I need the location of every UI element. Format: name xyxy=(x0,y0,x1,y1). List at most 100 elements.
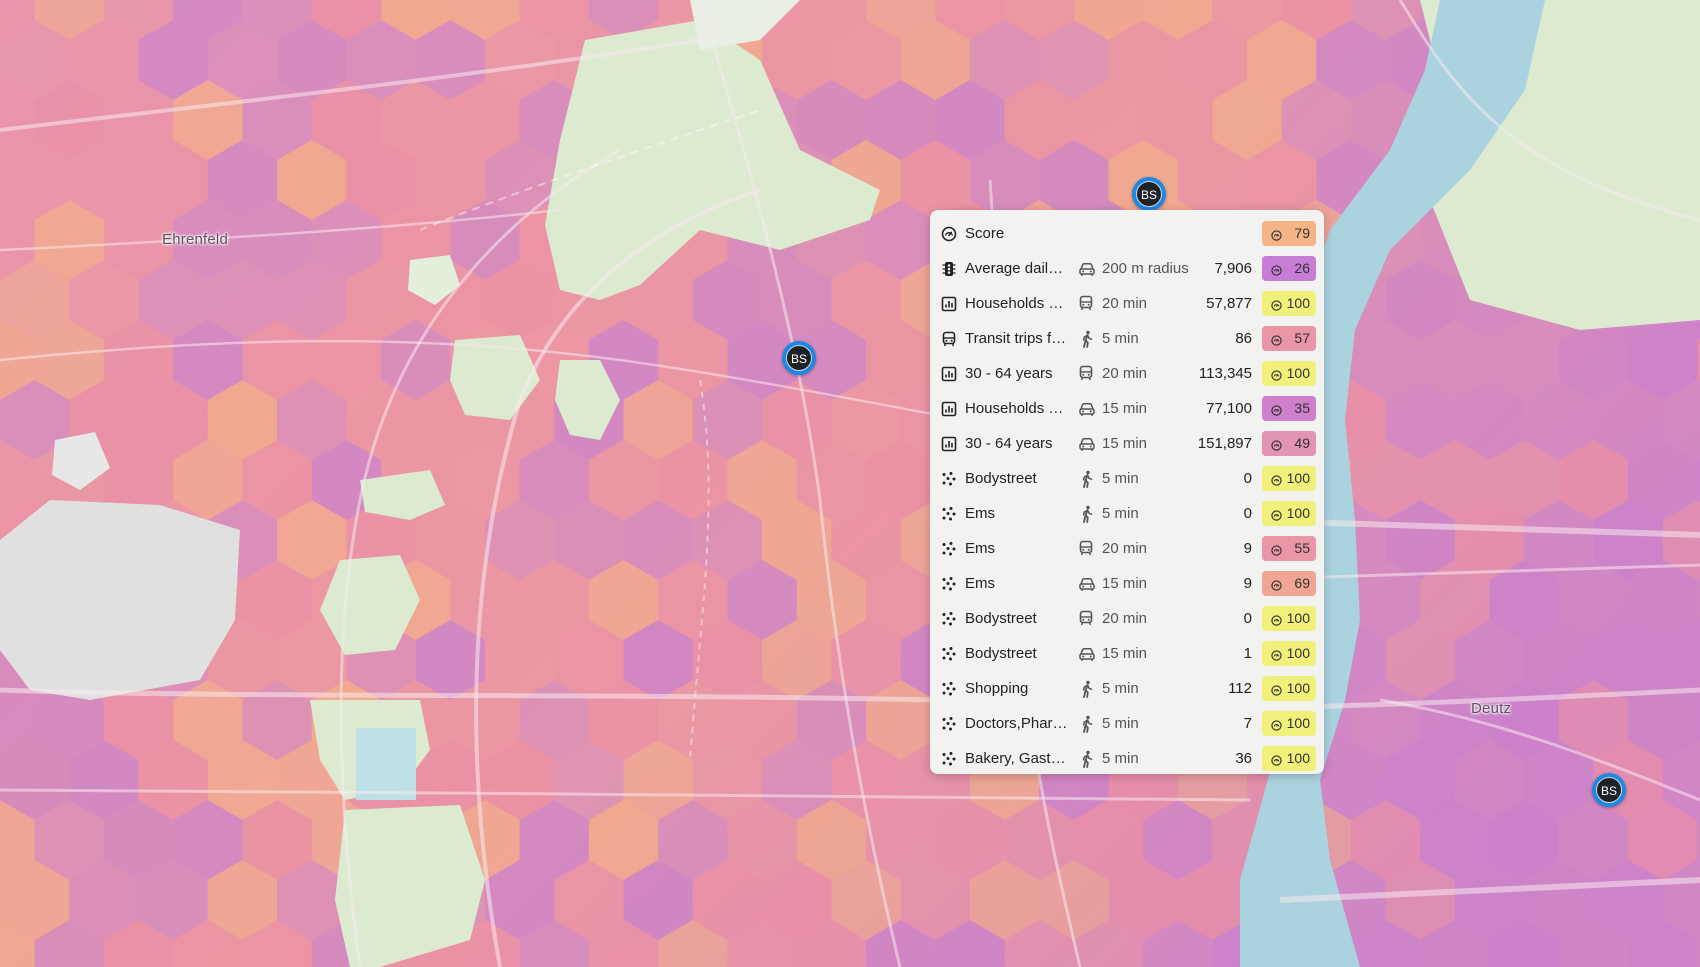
metric-row[interactable]: Average daily traffic 200 m radius 7,906 26 xyxy=(930,251,1324,286)
hex-cell xyxy=(173,80,243,160)
metric-row[interactable]: Transit trips from stops 5 min 86 57 xyxy=(930,321,1324,356)
metric-row[interactable]: 30 - 64 years 20 min 113,345 100 xyxy=(930,356,1324,391)
gauge-icon xyxy=(1271,263,1282,276)
hex-cell xyxy=(588,0,659,40)
metric-row[interactable]: Ems 20 min 9 55 xyxy=(930,531,1324,566)
hex-cell xyxy=(1004,80,1074,160)
metric-row[interactable]: Households with children 15 min 77,100 35 xyxy=(930,391,1324,426)
hex-cell xyxy=(692,500,763,580)
hex-cell xyxy=(692,260,763,340)
metric-mode: 20 min xyxy=(1102,365,1148,382)
metric-row[interactable]: Doctors,Pharmacies 5 min 7 100 xyxy=(930,706,1324,741)
hex-cell xyxy=(588,440,659,520)
hex-cell xyxy=(969,860,1040,940)
hex-cell xyxy=(900,140,970,220)
hex-cell xyxy=(173,800,243,880)
metric-row[interactable]: Ems 5 min 0 100 xyxy=(930,496,1324,531)
hex-cell xyxy=(0,20,70,100)
hex-cell xyxy=(1628,560,1698,640)
score-badge: 79 xyxy=(1262,221,1316,246)
hex-cell xyxy=(207,860,278,940)
score-badge: 35 xyxy=(1262,396,1316,421)
metric-mode: 5 min xyxy=(1102,505,1139,522)
transit-icon xyxy=(1078,365,1096,383)
metric-row[interactable]: Bodystreet 15 min 1 100 xyxy=(930,636,1324,671)
hex-cell xyxy=(554,500,624,580)
marker-label: BS xyxy=(1596,777,1622,803)
scatter-icon xyxy=(941,751,957,767)
hex-cell xyxy=(1489,560,1559,640)
hex-cell xyxy=(1420,560,1490,640)
metric-mode: 15 min xyxy=(1102,400,1148,417)
hex-cell xyxy=(103,440,174,520)
hex-cell xyxy=(1143,800,1213,880)
hex-cell xyxy=(1073,80,1144,160)
hex-cell xyxy=(242,800,312,880)
hex-cell xyxy=(1558,320,1629,400)
hex-cell xyxy=(173,680,243,760)
hex-cell xyxy=(1108,20,1178,100)
metric-value: 1 xyxy=(1243,645,1252,662)
hex-cell xyxy=(138,860,208,940)
metric-value: 57,877 xyxy=(1206,295,1252,312)
hex-cell xyxy=(1351,0,1421,40)
hex-cell xyxy=(1697,818,1700,862)
score-badge: 100 xyxy=(1262,466,1316,491)
metric-row[interactable]: Bakery, Gastronomy 5 min 36 100 xyxy=(930,741,1324,776)
hex-cell xyxy=(103,320,174,400)
gauge-icon xyxy=(1271,333,1282,346)
hex-cell xyxy=(1073,920,1144,967)
hex-cell xyxy=(1524,740,1594,820)
location-marker[interactable]: BS xyxy=(782,341,816,375)
hex-cell xyxy=(762,620,832,700)
hex-cell xyxy=(311,80,382,160)
hex-cell xyxy=(485,140,555,220)
hex-cell xyxy=(242,680,312,760)
hex-cell xyxy=(969,20,1040,100)
score-badge: 100 xyxy=(1262,711,1316,736)
hex-cell xyxy=(727,680,797,760)
hex-cell xyxy=(1316,740,1386,820)
gauge-icon xyxy=(1271,718,1282,731)
hex-cell xyxy=(1212,0,1282,40)
metric-row[interactable]: Households with children 20 min 57,877 100 xyxy=(930,286,1324,321)
hex-cell xyxy=(1385,380,1455,460)
hex-cell xyxy=(103,680,174,760)
gauge-icon xyxy=(1271,613,1282,626)
metric-row[interactable]: Bodystreet 5 min 0 100 xyxy=(930,461,1324,496)
chart-icon xyxy=(941,296,957,312)
hex-cell xyxy=(207,20,278,100)
metric-label: Doctors,Pharmacies xyxy=(965,715,1069,732)
hex-cell xyxy=(623,740,693,820)
hex-cell xyxy=(69,20,139,100)
hex-cell xyxy=(762,260,832,340)
score-badge: 49 xyxy=(1262,431,1316,456)
metric-row[interactable]: Ems 15 min 9 69 xyxy=(930,566,1324,601)
location-marker[interactable]: BS xyxy=(1592,773,1626,807)
hex-cell xyxy=(1281,0,1351,40)
metric-label: Bodystreet xyxy=(965,645,1037,662)
hex-cell xyxy=(623,860,693,940)
metric-row[interactable]: Shopping 5 min 112 100 xyxy=(930,671,1324,706)
hex-cell xyxy=(1039,140,1109,220)
score-badge: 100 xyxy=(1262,501,1316,526)
metric-row[interactable]: 30 - 64 years 15 min 151,897 49 xyxy=(930,426,1324,461)
marker-label: BS xyxy=(786,345,812,371)
rail-layer xyxy=(419,109,761,761)
hex-cell xyxy=(1247,20,1317,100)
hex-cell xyxy=(727,440,797,520)
hex-cell xyxy=(1697,938,1700,967)
location-marker[interactable]: BS xyxy=(1132,177,1166,211)
metric-label: Ems xyxy=(965,575,995,592)
hex-cell xyxy=(69,860,139,940)
car-icon xyxy=(1078,400,1096,418)
hex-cell xyxy=(277,20,347,100)
score-header-label: Score xyxy=(965,225,1005,242)
hex-cell xyxy=(138,20,208,100)
walk-icon xyxy=(1078,505,1096,523)
hex-cell xyxy=(138,140,208,220)
hex-cell xyxy=(519,560,589,640)
metric-row[interactable]: Bodystreet 20 min 0 100 xyxy=(930,601,1324,636)
